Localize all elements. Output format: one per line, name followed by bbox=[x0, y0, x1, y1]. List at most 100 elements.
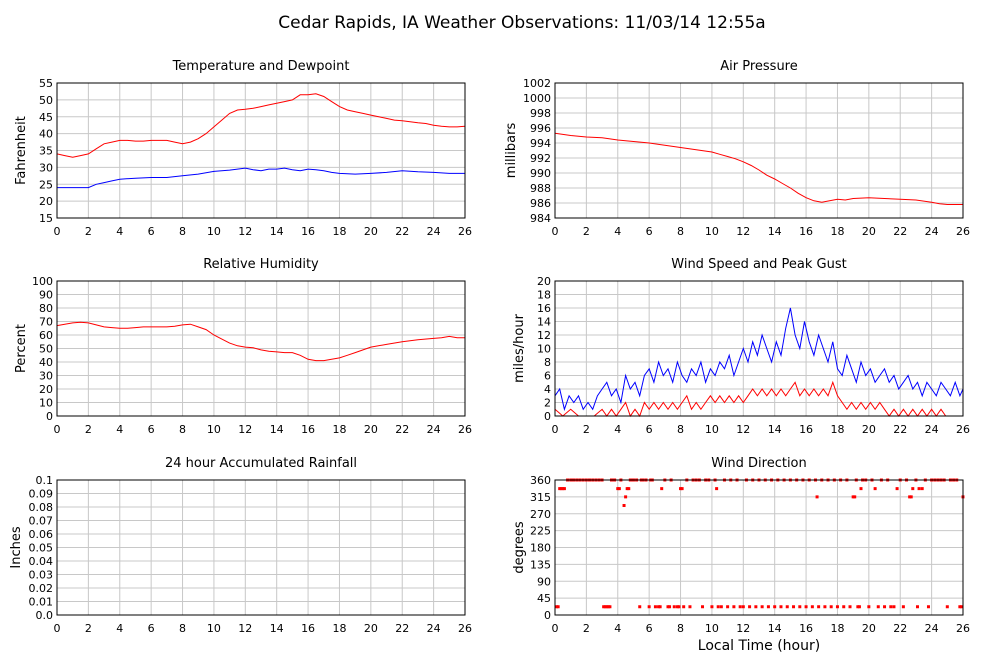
x-tick-label: 8 bbox=[677, 423, 684, 436]
scatter-point bbox=[815, 495, 819, 499]
y-tick-label: 0.1 bbox=[36, 474, 54, 487]
x-tick-label: 24 bbox=[925, 423, 939, 436]
x-tick-label: 22 bbox=[893, 225, 907, 238]
scatter-point bbox=[738, 605, 742, 609]
scatter-point bbox=[680, 487, 684, 491]
chart-title: Wind Direction bbox=[711, 456, 807, 471]
x-tick-label: 24 bbox=[925, 225, 939, 238]
x-tick-label: 14 bbox=[270, 225, 284, 238]
scatter-point bbox=[653, 605, 657, 609]
x-tick-label: 20 bbox=[862, 423, 876, 436]
x-tick-label: 6 bbox=[148, 622, 155, 635]
scatter-point bbox=[726, 605, 730, 609]
y-tick-label: 0.02 bbox=[29, 582, 54, 595]
scatter-point bbox=[556, 605, 560, 609]
scatter-point bbox=[638, 605, 642, 609]
y-tick-label: 984 bbox=[530, 212, 551, 225]
y-tick-label: 10 bbox=[39, 397, 53, 410]
scatter-point bbox=[851, 495, 855, 499]
x-tick-label: 18 bbox=[332, 423, 346, 436]
scatter-point bbox=[617, 487, 621, 491]
x-tick-label: 12 bbox=[736, 423, 750, 436]
scatter-point bbox=[741, 605, 745, 609]
y-tick-label: 0.03 bbox=[29, 569, 54, 582]
scatter-point bbox=[666, 605, 670, 609]
x-tick-label: 14 bbox=[768, 622, 782, 635]
x-tick-label: 16 bbox=[301, 225, 315, 238]
x-tick-label: 4 bbox=[116, 225, 123, 238]
y-tick-label: 0.09 bbox=[29, 488, 54, 501]
y-tick-label: 315 bbox=[530, 491, 551, 504]
x-tick-label: 20 bbox=[364, 423, 378, 436]
x-tick-label: 18 bbox=[830, 423, 844, 436]
x-tick-label: 26 bbox=[956, 225, 970, 238]
y-tick-label: 20 bbox=[39, 383, 53, 396]
scatter-point bbox=[603, 605, 607, 609]
scatter-point bbox=[901, 605, 905, 609]
x-tick-label: 22 bbox=[395, 622, 409, 635]
y-tick-label: 40 bbox=[39, 356, 53, 369]
scatter-point bbox=[889, 605, 893, 609]
x-tick-label: 20 bbox=[862, 225, 876, 238]
x-tick-label: 0 bbox=[54, 622, 61, 635]
x-tick-label: 24 bbox=[427, 423, 441, 436]
series-line-0 bbox=[56, 93, 466, 158]
scatter-point bbox=[605, 605, 609, 609]
y-tick-label: 8 bbox=[544, 356, 551, 369]
y-tick-label: 50 bbox=[39, 94, 53, 107]
plot-frame bbox=[56, 280, 466, 417]
chart-title: Air Pressure bbox=[720, 59, 798, 74]
y-axis-label: Percent bbox=[14, 324, 29, 373]
scatter-point bbox=[555, 605, 559, 609]
y-tick-label: 180 bbox=[530, 542, 551, 555]
plot-frame bbox=[554, 82, 964, 219]
x-tick-label: 10 bbox=[705, 622, 719, 635]
y-tick-label: 16 bbox=[537, 302, 551, 315]
y-tick-label: 0.05 bbox=[29, 542, 54, 555]
y-tick-label: 996 bbox=[530, 122, 551, 135]
chart-rain: 0.00.010.020.030.040.050.060.070.080.090… bbox=[9, 456, 472, 635]
scatter-point bbox=[760, 605, 764, 609]
scatter-point bbox=[625, 487, 629, 491]
y-tick-label: 0.06 bbox=[29, 528, 54, 541]
x-axis-label: Local Time (hour) bbox=[698, 638, 820, 654]
x-tick-label: 6 bbox=[646, 423, 653, 436]
y-axis-label: miles/hour bbox=[512, 313, 527, 382]
y-tick-label: 988 bbox=[530, 182, 551, 195]
x-tick-label: 12 bbox=[238, 225, 252, 238]
x-tick-label: 0 bbox=[552, 225, 559, 238]
scatter-point bbox=[895, 487, 899, 491]
x-tick-label: 6 bbox=[646, 225, 653, 238]
plot-frame bbox=[554, 479, 964, 616]
scatter-point bbox=[675, 605, 679, 609]
scatter-point bbox=[857, 605, 861, 609]
x-tick-label: 22 bbox=[893, 423, 907, 436]
scatter-point bbox=[608, 605, 612, 609]
x-tick-label: 16 bbox=[301, 622, 315, 635]
scatter-point bbox=[810, 605, 814, 609]
scatter-point bbox=[792, 605, 796, 609]
y-tick-label: 18 bbox=[537, 289, 551, 302]
x-tick-label: 18 bbox=[332, 225, 346, 238]
scatter-point bbox=[562, 487, 566, 491]
x-tick-label: 6 bbox=[646, 622, 653, 635]
x-tick-label: 8 bbox=[677, 225, 684, 238]
scatter-point bbox=[892, 605, 896, 609]
x-tick-label: 22 bbox=[395, 225, 409, 238]
x-tick-label: 14 bbox=[768, 225, 782, 238]
scatter-point bbox=[817, 605, 821, 609]
y-tick-label: 1000 bbox=[523, 92, 551, 105]
x-tick-label: 14 bbox=[270, 622, 284, 635]
x-tick-label: 22 bbox=[893, 622, 907, 635]
scatter-point bbox=[688, 605, 692, 609]
x-tick-label: 26 bbox=[458, 225, 472, 238]
plot-frame bbox=[56, 479, 466, 616]
x-tick-label: 20 bbox=[364, 622, 378, 635]
y-tick-label: 70 bbox=[39, 316, 53, 329]
y-tick-label: 0 bbox=[544, 609, 551, 622]
y-tick-label: 0 bbox=[46, 410, 53, 423]
scatter-point bbox=[959, 605, 963, 609]
